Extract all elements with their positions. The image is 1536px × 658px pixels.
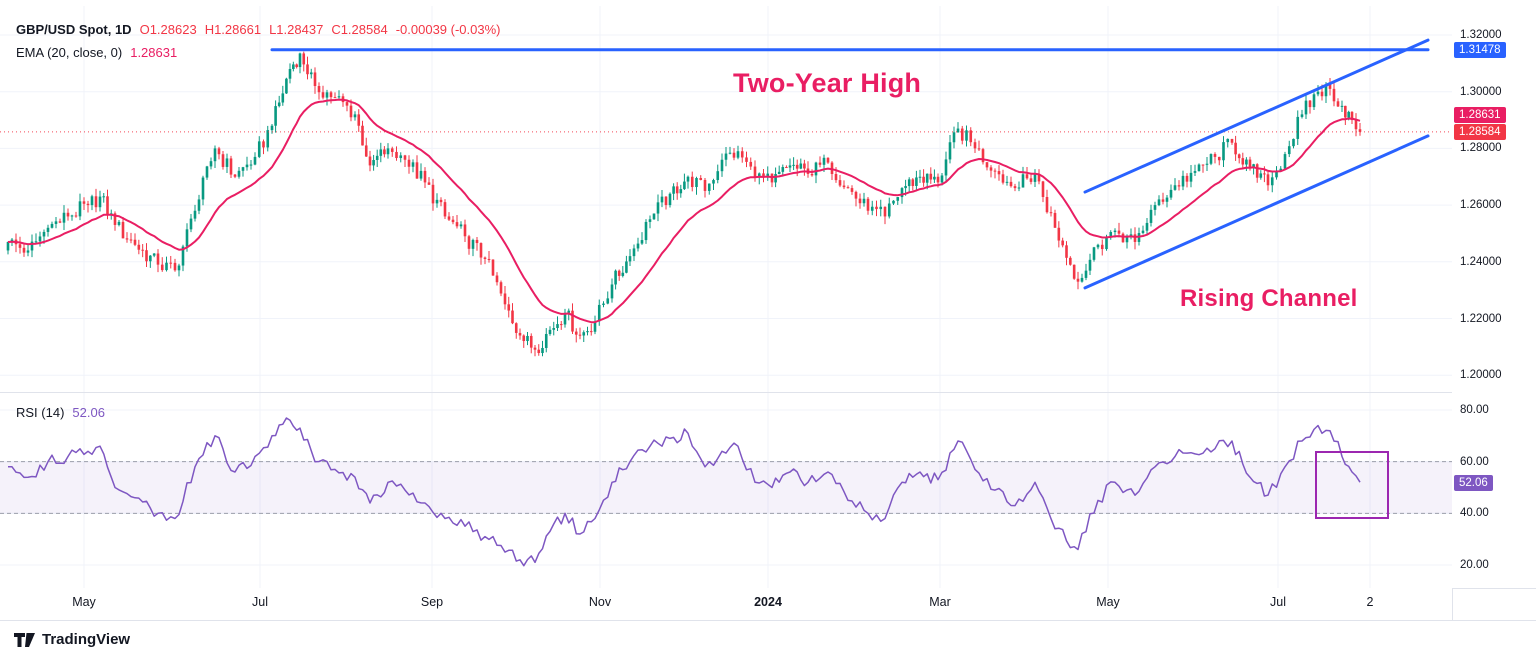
rsi-axis-label: 80.00 [1460, 404, 1489, 416]
price-axis-label: 1.28000 [1460, 142, 1502, 155]
rsi-axis-label: 20.00 [1460, 558, 1489, 571]
time-axis-label: Jul [1270, 595, 1286, 609]
symbol-name[interactable]: GBP/USD Spot, 1D [16, 22, 132, 37]
ohlc-close: C1.28584 [331, 22, 388, 37]
ohlc-high: H1.28661 [204, 22, 262, 37]
price-axis-label: 1.32000 [1460, 29, 1502, 41]
price-badge-two-year-high: 1.31478 [1454, 42, 1506, 58]
footer-brand[interactable]: TradingView [42, 631, 131, 648]
time-axis-label: Nov [588, 595, 612, 609]
tradingview-logo-icon[interactable] [14, 632, 35, 648]
time-axis-label: 2 [1366, 595, 1374, 609]
price-badge-ema: 1.28631 [1454, 107, 1506, 123]
ema-value: 1.28631 [130, 45, 178, 60]
footer: TradingView [0, 620, 1536, 658]
price-axis-label: 1.26000 [1460, 199, 1502, 212]
time-axis-label: 2024 [754, 595, 782, 609]
symbol-legend: GBP/USD Spot, 1D O1.28623 H1.28661 L1.28… [16, 22, 500, 37]
time-axis-label: May [72, 595, 96, 609]
time-axis-label: Jul [252, 595, 268, 609]
rsi-badge: 52.06 [1454, 475, 1493, 491]
time-axis-label: Sep [420, 595, 444, 609]
annotation-rising-channel[interactable]: Rising Channel [1180, 285, 1358, 312]
annotation-two-year-high[interactable]: Two-Year High [733, 68, 922, 98]
ohlc-low: L1.28437 [269, 22, 324, 37]
rsi-legend: RSI (14) 52.06 [16, 405, 105, 420]
time-axis-label: May [1096, 595, 1120, 609]
price-axis-label: 1.30000 [1460, 85, 1502, 98]
price-axis-label: 1.22000 [1460, 312, 1502, 325]
price-badge-last: 1.28584 [1454, 124, 1506, 140]
rsi-axis-label: 60.00 [1460, 455, 1489, 468]
rsi-label[interactable]: RSI (14) [16, 405, 65, 420]
ohlc-change: -0.00039 (-0.03%) [395, 22, 501, 37]
ohlc-open: O1.28623 [139, 22, 197, 37]
ema-label[interactable]: EMA (20, close, 0) [16, 45, 123, 60]
rsi-axis-label: 40.00 [1460, 507, 1489, 520]
chart-canvas[interactable] [0, 0, 1536, 620]
price-axis[interactable]: 1.32000 1.30000 1.28000 1.26000 1.24000 1.220… [1452, 0, 1536, 588]
time-axis-label: Mar [929, 595, 951, 609]
ema-legend: EMA (20, close, 0) 1.28631 [16, 45, 177, 60]
price-axis-label: 1.24000 [1460, 255, 1502, 268]
rsi-value: 52.06 [72, 405, 105, 420]
price-axis-label: 1.20000 [1460, 369, 1502, 382]
time-axis[interactable]: May Jul Sep Nov 2024 Mar May Jul 2 [0, 588, 1452, 620]
